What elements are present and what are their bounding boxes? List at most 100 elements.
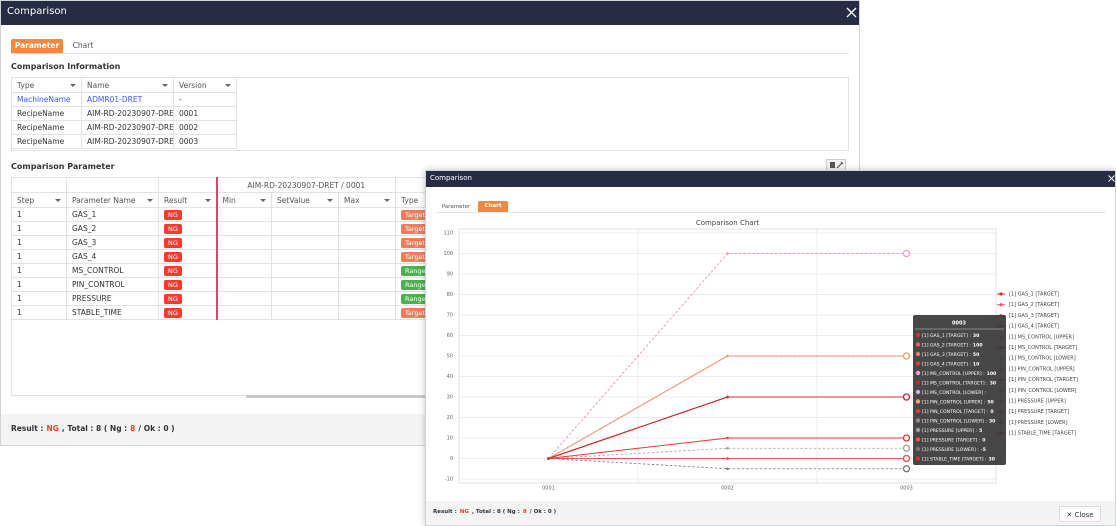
filter-icon[interactable] <box>147 198 153 202</box>
param-row: 1 GAS_2 NG Target <box>11 221 492 236</box>
filter-icon[interactable] <box>162 83 168 87</box>
result-badge: NG <box>164 307 182 318</box>
info-cell: 0003 <box>173 134 237 149</box>
info-cell: AIM-RD-20230907-DRET <box>81 134 174 149</box>
tab[interactable]: Parameter <box>11 39 63 53</box>
tooltip-value: 50 <box>973 352 979 358</box>
min-cell <box>215 221 272 236</box>
legend-label: [1] PIN_CONTROL [LOWER] <box>1009 388 1076 394</box>
y-tick-label: 70 <box>447 313 453 319</box>
result-cell: NG <box>158 305 217 320</box>
close-button[interactable]: ✕ Close <box>1059 506 1101 522</box>
tooltip-row: [1] MS_CONTROL [TARGET] :30 <box>922 380 996 386</box>
header-text: Type <box>17 80 35 90</box>
tooltip-row: [1] MS_CONTROL [UPPER] :100 <box>922 371 996 377</box>
tooltip-row: [1] GAS_2 [TARGET] :100 <box>922 342 983 348</box>
result-badge: NG <box>164 293 182 304</box>
y-tick-label: 10 <box>447 436 453 442</box>
tooltip-box <box>913 315 1006 465</box>
filter-icon[interactable] <box>260 198 266 202</box>
filter-icon[interactable] <box>55 198 61 202</box>
setvalue-cell <box>271 305 339 320</box>
max-cell <box>338 305 396 320</box>
type-badge: Range <box>401 265 430 276</box>
tooltip-value: 100 <box>973 342 983 348</box>
tab[interactable]: Chart <box>478 201 508 212</box>
tab[interactable]: Parameter <box>441 204 471 210</box>
column-header: Version <box>173 77 237 93</box>
tooltip-label: [1] GAS_4 [TARGET] : <box>922 361 971 367</box>
group-header: AIM-RD-20230907-DRET / 0001 <box>215 177 396 193</box>
dialog-header: Comparison <box>426 171 1115 187</box>
column-header: Name <box>81 77 174 93</box>
param-row: 1 GAS_1 NG Target <box>11 207 492 222</box>
name-cell: GAS_2 <box>66 221 159 236</box>
empty-cell <box>66 177 159 193</box>
name-cell: MS_CONTROL <box>66 263 159 278</box>
header-text: Name <box>87 80 110 90</box>
result-badge: NG <box>164 209 182 220</box>
tooltip-value: 30 <box>990 380 996 386</box>
min-cell <box>215 291 272 306</box>
result-cell: NG <box>158 249 217 264</box>
filter-icon[interactable] <box>70 83 76 87</box>
tooltip-value: 30 <box>989 418 995 424</box>
data-point <box>726 467 729 471</box>
filter-icon[interactable] <box>225 83 231 87</box>
dialog-header: Comparison <box>1 1 859 25</box>
filter-icon[interactable] <box>384 198 390 202</box>
max-cell <box>338 221 396 236</box>
tooltip-value: 30 <box>973 333 979 339</box>
close-icon[interactable] <box>1108 175 1115 182</box>
info-row: MachineName ADMR01-DRET - <box>11 92 237 107</box>
data-point <box>902 434 911 442</box>
chart: Comparison Chart-10010203040506070809010… <box>443 219 1078 492</box>
tooltip-dot <box>915 332 921 338</box>
setvalue-cell <box>271 291 339 306</box>
legend-label: [1] PIN_CONTROL [TARGET] <box>1009 377 1078 383</box>
tooltip-row: [1] PIN_CONTROL [UPPER] :50 <box>922 399 994 405</box>
section-title: Comparison Parameter <box>11 162 115 171</box>
name-cell: PRESSURE <box>66 291 159 306</box>
name-cell: STABLE_TIME <box>66 305 159 320</box>
tab[interactable]: Chart <box>72 41 94 50</box>
name-cell: PIN_CONTROL <box>66 277 159 292</box>
y-tick-label: 80 <box>447 292 453 298</box>
empty-cell <box>158 177 217 193</box>
max-cell <box>338 277 396 292</box>
close-icon[interactable] <box>846 7 857 18</box>
setvalue-cell <box>271 277 339 292</box>
filter-icon[interactable] <box>204 198 211 202</box>
info-cell: RecipeName <box>11 134 82 149</box>
legend-label: [1] PIN_CONTROL [UPPER] <box>1009 366 1075 372</box>
info-cell: - <box>173 92 237 107</box>
legend-label: [1] GAS_1 [TARGET] <box>1009 292 1059 298</box>
footer-band <box>426 501 1115 525</box>
step-cell: 1 <box>11 277 67 292</box>
tooltip-label: [1] GAS_2 [TARGET] : <box>922 342 971 348</box>
result-cell: NG <box>158 207 217 222</box>
info-cell: MachineName <box>11 92 82 107</box>
series-line <box>548 447 907 459</box>
max-cell <box>338 249 396 264</box>
info-cell: AIM-RD-20230907-DRET <box>81 106 174 121</box>
scrollbar[interactable] <box>246 395 426 398</box>
header-text: Max <box>344 195 360 205</box>
tooltip-row: [1] MS_CONTROL [LOWER] : <box>922 390 987 396</box>
result-summary: Result : NG, Total : 8 ( Ng :8/ Ok : 0 ) <box>11 424 175 433</box>
header-text: Type <box>401 195 419 205</box>
tooltip-dot <box>915 361 921 366</box>
series-line <box>548 355 907 459</box>
legend-label: [1] PRESSURE [UPPER] <box>1009 399 1066 405</box>
header-row: Type Name Version <box>11 77 237 93</box>
tooltip-label: [1] STABLE_TIME [TARGET] : <box>922 456 987 462</box>
min-cell <box>215 249 272 264</box>
summary-result: NG <box>459 509 469 515</box>
max-cell <box>338 263 396 278</box>
info-cell: 0001 <box>173 106 237 121</box>
filter-icon[interactable] <box>327 198 333 202</box>
type-badge: Target <box>401 251 430 262</box>
tooltip-dot <box>915 399 921 404</box>
type-badge: Target <box>401 223 430 234</box>
